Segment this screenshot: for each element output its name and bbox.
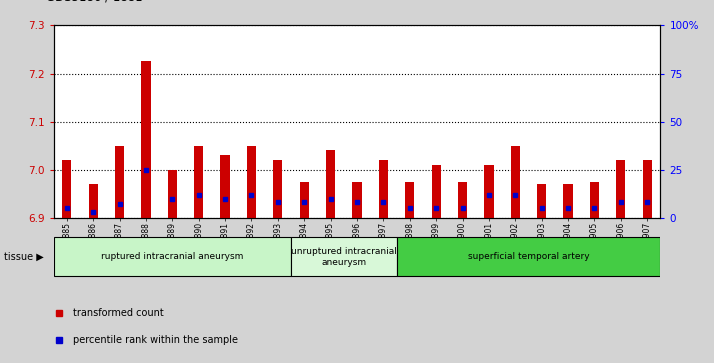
Bar — [643, 160, 652, 218]
Text: percentile rank within the sample: percentile rank within the sample — [74, 335, 238, 345]
Bar — [458, 182, 467, 218]
Bar — [326, 151, 336, 218]
FancyBboxPatch shape — [396, 237, 660, 277]
Bar — [511, 146, 520, 218]
Text: GDS5186 / 1881: GDS5186 / 1881 — [46, 0, 143, 4]
Bar — [194, 146, 203, 218]
FancyBboxPatch shape — [291, 237, 396, 277]
Text: ruptured intracranial aneurysm: ruptured intracranial aneurysm — [101, 252, 243, 261]
Bar — [563, 184, 573, 218]
Bar — [221, 155, 230, 218]
Bar — [405, 182, 414, 218]
Bar — [115, 146, 124, 218]
Text: superficial temporal artery: superficial temporal artery — [468, 252, 589, 261]
Text: unruptured intracranial
aneurysm: unruptured intracranial aneurysm — [291, 247, 397, 266]
Bar — [247, 146, 256, 218]
Bar — [590, 182, 599, 218]
Bar — [378, 160, 388, 218]
Bar — [62, 160, 71, 218]
Bar — [300, 182, 309, 218]
Bar — [537, 184, 546, 218]
Bar — [484, 165, 493, 218]
Bar — [616, 160, 625, 218]
Text: tissue ▶: tissue ▶ — [4, 252, 44, 262]
Bar — [431, 165, 441, 218]
Text: transformed count: transformed count — [74, 308, 164, 318]
Bar — [353, 182, 361, 218]
Bar — [273, 160, 283, 218]
Bar — [141, 61, 151, 218]
FancyBboxPatch shape — [54, 237, 291, 277]
Bar — [168, 170, 177, 218]
Bar — [89, 184, 98, 218]
